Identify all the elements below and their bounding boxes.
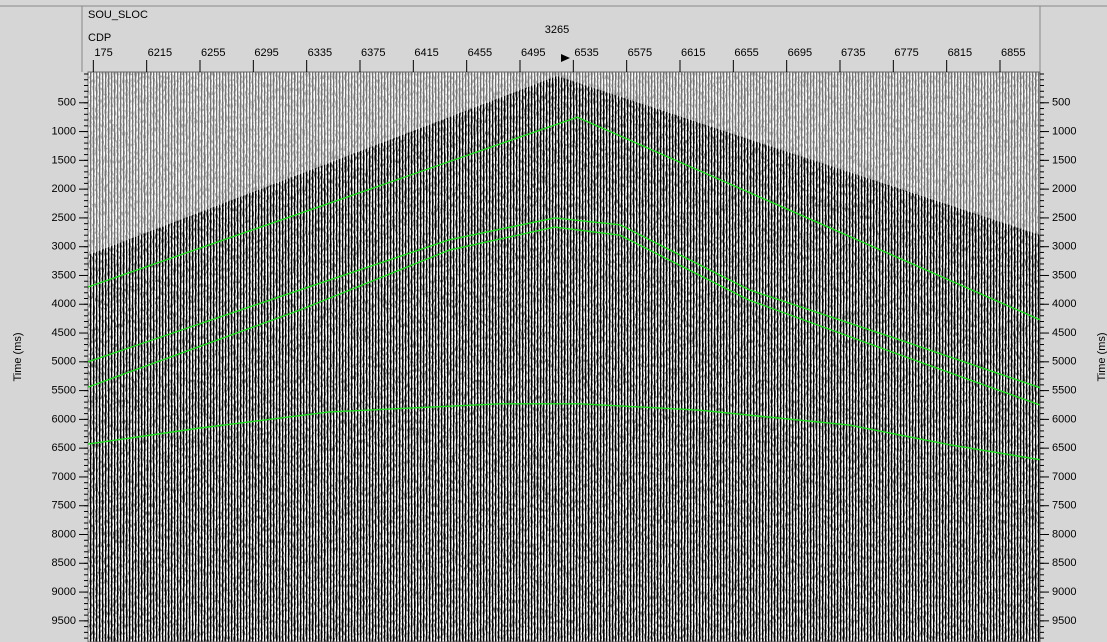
y-tick-label-right: 1000	[1052, 125, 1076, 137]
x-tick-label: 6255	[201, 47, 225, 59]
plot-area	[88, 72, 1040, 642]
y-tick-label-right: 9500	[1052, 615, 1076, 627]
horizon-line	[87, 226, 1041, 406]
y-tick-label: 1500	[52, 154, 76, 166]
x-tick-label: 6375	[361, 47, 385, 59]
x-axis-label: CDP	[88, 32, 111, 44]
y-tick-label: 2000	[52, 183, 76, 195]
y-tick-label-right: 5500	[1052, 385, 1076, 397]
x-tick-label: 6735	[841, 47, 865, 59]
y-tick-label: 7000	[52, 471, 76, 483]
plot-frame	[87, 71, 1041, 642]
pre-arrival-zone	[88, 72, 1040, 255]
x-tick-label: 175	[94, 47, 112, 59]
y-tick-label-right: 4000	[1052, 298, 1076, 310]
header-label: SOU_SLOC	[88, 9, 148, 21]
horizon-line	[87, 403, 1041, 461]
y-tick-label: 5500	[52, 385, 76, 397]
y-tick-label: 2500	[52, 212, 76, 224]
y-tick-label: 6500	[52, 442, 76, 454]
y-tick-label: 9000	[52, 586, 76, 598]
y-axis-label-right: Time (ms)	[1096, 332, 1107, 381]
x-tick-label: 6575	[628, 47, 652, 59]
y-tick-label-right: 2500	[1052, 212, 1076, 224]
x-tick-label: 6855	[1001, 47, 1025, 59]
x-tick-label: 6495	[521, 47, 545, 59]
y-tick-label: 6000	[52, 413, 76, 425]
y-tick-label: 3500	[52, 269, 76, 281]
y-tick-label: 9500	[52, 615, 76, 627]
x-tick-label: 6655	[734, 47, 758, 59]
y-tick-label: 3000	[52, 241, 76, 253]
x-tick-label: 6535	[574, 47, 598, 59]
x-tick-label: 6215	[148, 47, 172, 59]
y-tick-label-right: 1500	[1052, 154, 1076, 166]
y-tick-label-right: 3000	[1052, 241, 1076, 253]
y-axis-label: Time (ms)	[12, 332, 24, 381]
y-tick-label: 4500	[52, 327, 76, 339]
y-tick-label: 1000	[52, 125, 76, 137]
y-tick-label-right: 3500	[1052, 269, 1076, 281]
header-value: 3265	[545, 24, 569, 36]
horizon-line	[87, 116, 1041, 321]
y-tick-label: 4000	[52, 298, 76, 310]
trace-noise	[88, 72, 1040, 642]
y-tick-label-right: 6000	[1052, 413, 1076, 425]
y-tick-label-right: 6500	[1052, 442, 1076, 454]
y-tick-label-right: 500	[1052, 97, 1070, 109]
y-tick-label-right: 4500	[1052, 327, 1076, 339]
x-tick-label: 6415	[414, 47, 438, 59]
y-tick-label-right: 2000	[1052, 183, 1076, 195]
y-tick-label-right: 8500	[1052, 557, 1076, 569]
y-tick-label-right: 9000	[1052, 586, 1076, 598]
x-tick-label: 6775	[894, 47, 918, 59]
x-tick-label: 6295	[254, 47, 278, 59]
y-tick-label: 8500	[52, 557, 76, 569]
y-tick-label-right: 7000	[1052, 471, 1076, 483]
y-tick-label-right: 7500	[1052, 500, 1076, 512]
y-tick-label: 5000	[52, 356, 76, 368]
x-tick-label: 6815	[948, 47, 972, 59]
y-tick-label-right: 5000	[1052, 356, 1076, 368]
y-tick-label: 7500	[52, 500, 76, 512]
y-tick-label-right: 8000	[1052, 528, 1076, 540]
y-tick-label: 8000	[52, 528, 76, 540]
y-tick-label: 500	[58, 97, 76, 109]
position-marker	[561, 54, 570, 62]
x-tick-label: 6615	[681, 47, 705, 59]
horizon-line	[87, 217, 1041, 389]
x-tick-label: 6455	[468, 47, 492, 59]
x-tick-label: 6695	[788, 47, 812, 59]
x-tick-label: 6335	[308, 47, 332, 59]
